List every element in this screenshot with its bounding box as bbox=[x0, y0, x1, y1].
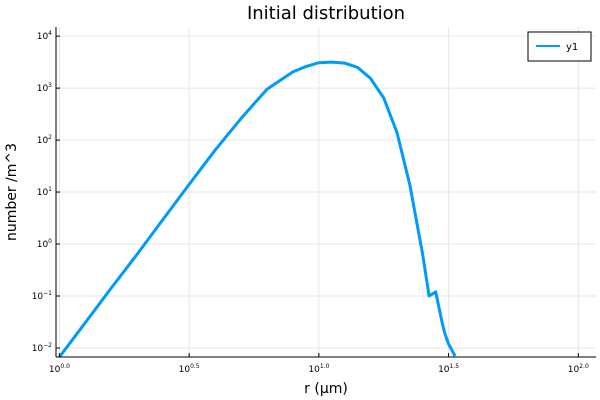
series-layer bbox=[58, 60, 457, 357]
y-tick-label-3: 101 bbox=[37, 186, 52, 198]
y-tick-label-5: 103 bbox=[37, 82, 52, 94]
series-line-y1 bbox=[58, 60, 457, 357]
y-tick-label-2: 100 bbox=[37, 238, 52, 250]
x-tick-labels: 100.0 100.5 101.0 101.5 102.0 bbox=[49, 363, 589, 375]
x-axis-label: r (μm) bbox=[304, 381, 348, 397]
y-tick-label-1: 10−1 bbox=[32, 290, 52, 302]
x-tick-label-2: 101.0 bbox=[308, 363, 329, 375]
y-tick-label-0: 10−2 bbox=[32, 342, 52, 354]
axes bbox=[55, 27, 596, 358]
legend: y1 bbox=[527, 31, 592, 62]
x-tick-label-1: 100.5 bbox=[179, 363, 200, 375]
y-tick-label-4: 102 bbox=[37, 134, 52, 146]
y-axis-label: number /m^3 bbox=[4, 143, 20, 241]
y-tick-label-6: 104 bbox=[37, 30, 52, 42]
y-tick-labels: 10−2 10−1 100 101 102 103 104 bbox=[32, 30, 52, 354]
x-tick-label-0: 100.0 bbox=[49, 363, 70, 375]
chart-title: Initial distribution bbox=[247, 3, 405, 24]
grid-lines bbox=[56, 27, 596, 357]
x-tick-label-4: 102.0 bbox=[568, 363, 589, 375]
x-tick-label-3: 101.5 bbox=[438, 363, 459, 375]
legend-label: y1 bbox=[566, 42, 578, 53]
